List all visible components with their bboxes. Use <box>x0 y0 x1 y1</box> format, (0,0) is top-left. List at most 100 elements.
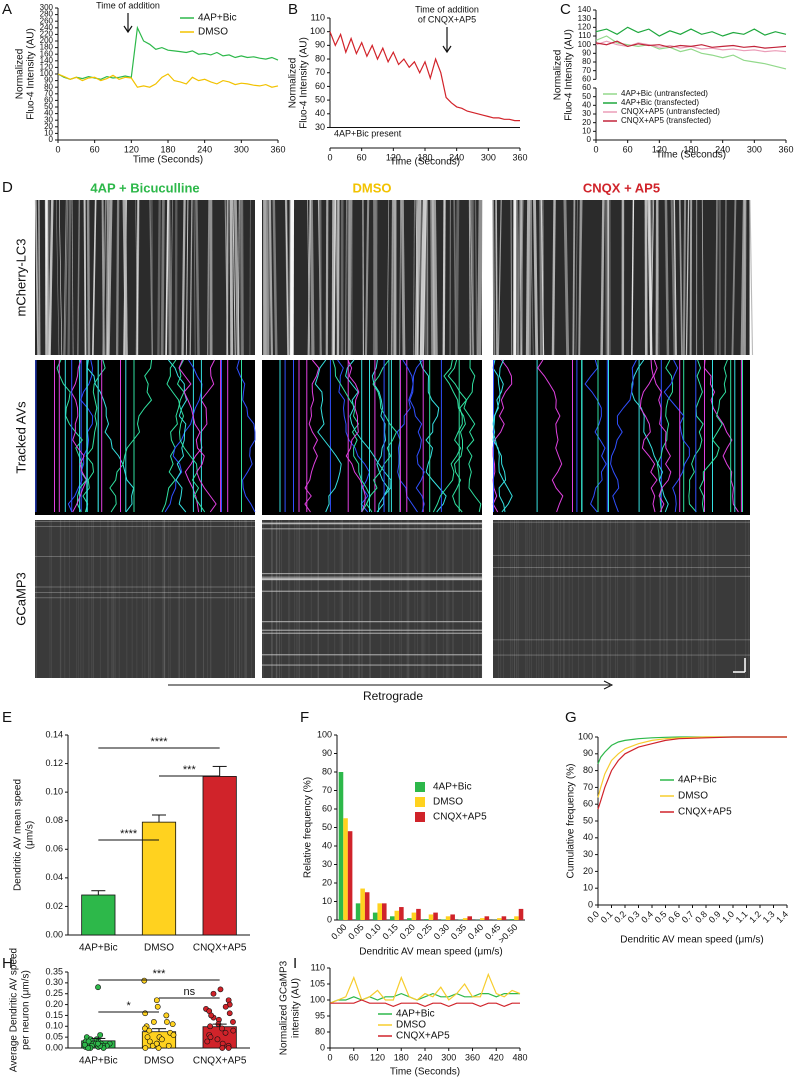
bar <box>441 919 446 920</box>
legend-label: CNQX+AP5 <box>433 812 487 823</box>
y-axis-label: Fluo-4 Intensity (AU) <box>564 29 575 121</box>
significance-label: * <box>127 1000 132 1012</box>
kymograph-trace <box>414 199 421 356</box>
y-tick-label: 100 <box>317 729 332 739</box>
kymograph-background <box>493 360 750 515</box>
kymograph-trace <box>525 199 531 356</box>
tracked-av <box>402 359 425 513</box>
bar <box>428 914 434 920</box>
data-line <box>597 736 787 765</box>
y-tick-label: 0.35 <box>45 966 63 976</box>
x-axis-label: Dendritic AV mean speed (μm/s) <box>359 947 502 958</box>
kymograph-trace <box>185 199 189 356</box>
data-point <box>208 1012 215 1019</box>
kymograph-trace <box>136 199 139 356</box>
y-tick-label: 10 <box>582 126 591 135</box>
kymograph-trace <box>572 199 576 356</box>
kymograph-trace <box>749 199 754 356</box>
y-tick-label: 260 <box>40 16 54 25</box>
y-tick-label: 20 <box>44 122 53 131</box>
y-tick-label: 80 <box>582 57 591 66</box>
kymograph-trace <box>272 199 278 356</box>
legend-swatch <box>415 812 425 822</box>
y-tick-label: 20 <box>322 877 332 887</box>
tracked-av <box>56 359 88 513</box>
y-tick-label: 60 <box>322 803 332 813</box>
kymograph-trace <box>102 199 107 356</box>
x-tick-label: 300 <box>481 152 496 162</box>
tracked-av <box>463 359 482 513</box>
kymograph-trace <box>539 199 543 356</box>
column-title: 4AP + Bicuculline <box>90 180 199 195</box>
x-tick-label: 180 <box>394 1052 409 1062</box>
x-tick-label: CNQX+AP5 <box>193 1056 247 1067</box>
y-tick-label: 0.08 <box>45 815 63 825</box>
tracked-av <box>67 359 94 513</box>
significance-label: **** <box>150 736 168 748</box>
y-tick-label: 100 <box>578 731 593 741</box>
tracked-av <box>663 359 690 513</box>
kymograph-trace <box>477 199 483 356</box>
panel-letter: C <box>560 1 571 18</box>
tracked-av <box>70 359 88 513</box>
kymograph <box>492 359 750 515</box>
data-point <box>210 990 217 997</box>
y-tick-label: 0 <box>327 914 332 924</box>
bar <box>479 918 485 920</box>
bar <box>372 912 378 920</box>
x-tick-label: 0 <box>55 144 60 154</box>
data-point <box>169 1021 176 1028</box>
x-tick-label: 180 <box>683 144 698 154</box>
tracked-av <box>86 359 135 513</box>
kymograph-trace <box>309 199 315 356</box>
data-point <box>164 1019 170 1025</box>
bar <box>364 892 370 920</box>
x-tick-label: 300 <box>234 144 249 154</box>
y-tick-label: 10 <box>583 883 593 893</box>
kymograph-trace <box>563 199 570 356</box>
kymograph-trace <box>533 199 539 356</box>
data-point <box>222 1003 229 1010</box>
x-tick-label: 0.35 <box>449 922 468 941</box>
x-tick-label: CNQX+AP5 <box>193 943 247 954</box>
bar <box>424 919 429 920</box>
y-tick-label: 70 <box>44 89 53 98</box>
y-tick-label: 70 <box>315 67 325 77</box>
y-axis-label: Normalized <box>288 58 299 109</box>
kymograph-trace <box>115 199 120 356</box>
x-tick-label: 240 <box>417 1052 432 1062</box>
x-tick-label: 0 <box>327 152 332 162</box>
panel-letter: A <box>2 1 12 18</box>
panel-letter: B <box>288 1 298 18</box>
y-tick-label: 0.00 <box>45 1042 63 1052</box>
x-tick-label: 0.05 <box>346 922 365 941</box>
tracked-av <box>443 359 466 513</box>
direction-label: Retrograde <box>363 689 423 703</box>
data-line <box>597 736 787 798</box>
legend-label: DMSO <box>433 797 463 808</box>
bar <box>445 916 451 920</box>
legend-label: 4AP+Bic (transfected) <box>621 98 699 107</box>
kymograph-trace <box>386 199 390 356</box>
kymograph-trace <box>92 199 97 356</box>
annotation-arrowhead <box>442 45 452 54</box>
tracked-av <box>631 359 669 513</box>
y-tick-label: 0.00 <box>45 929 63 939</box>
data-point <box>159 1036 165 1043</box>
kymograph-trace <box>48 199 54 356</box>
data-point <box>85 1038 92 1045</box>
kymograph-trace <box>701 199 704 356</box>
panel-letter: F <box>300 709 309 726</box>
y-tick-label: 10 <box>322 896 332 906</box>
kymograph-trace <box>67 199 72 356</box>
x-tick-label: 180 <box>160 144 175 154</box>
y-tick-label: 110 <box>311 962 325 972</box>
data-line <box>57 25 279 80</box>
y-tick-label: 50 <box>583 815 593 825</box>
y-tick-label: 0.02 <box>45 901 63 911</box>
y-tick-label: 50 <box>322 822 332 832</box>
y-tick-label: 40 <box>315 108 325 118</box>
bar <box>433 912 438 920</box>
y-tick-label: 110 <box>311 12 325 22</box>
kymograph-trace <box>724 199 727 356</box>
